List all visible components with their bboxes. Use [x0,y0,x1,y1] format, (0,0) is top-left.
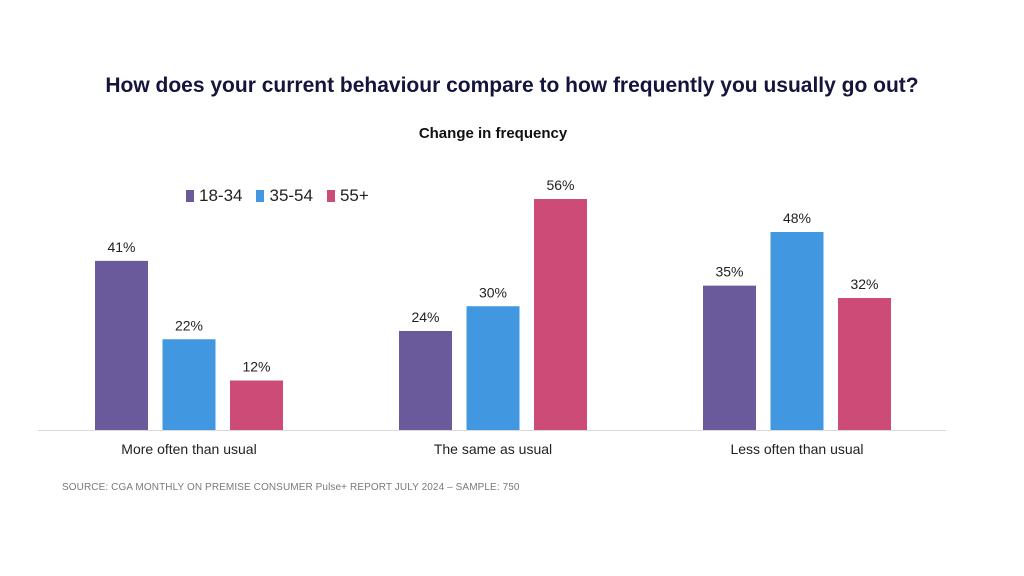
data-label-1-18-34: 41% [107,239,135,255]
legend-swatch-55plus [326,190,335,202]
data-label-2-55plus: 56% [546,177,574,193]
x-tick-label-3: Less often than usual [730,441,863,457]
data-label-2-35-54: 30% [479,284,507,300]
legend-item-55plus: 55+ [326,186,369,206]
data-label-3-35-54: 48% [783,210,811,226]
legend-swatch-35-54 [256,190,265,202]
bar-3-55plus [838,298,891,430]
bar-2-18-34 [399,331,452,430]
chart-title: How does your current behaviour compare … [105,74,919,97]
legend-item-35-54: 35-54 [256,186,313,206]
legend-label-18-34: 18-34 [199,186,243,205]
bar-1-35-54 [162,339,216,430]
legend: 18-34 35-54 55+ [186,186,369,206]
bar-2-55plus [534,199,587,430]
chart-subtitle: Change in frequency [418,125,568,142]
x-tick-label-2: The same as usual [434,441,552,457]
bar-3-18-34 [703,285,756,430]
data-label-3-18-34: 35% [715,264,743,280]
bar-3-35-54 [770,232,824,430]
bar-1-55plus [230,380,283,430]
legend-label-35-54: 35-54 [269,186,313,205]
data-label-1-35-54: 22% [175,317,203,333]
data-label-2-18-34: 24% [411,309,439,325]
source-note: SOURCE: CGA MONTHLY ON PREMISE CONSUMER … [62,482,520,493]
legend-swatch-18-34 [186,190,194,202]
legend-label-55plus: 55+ [339,186,369,205]
bar-2-35-54 [466,306,520,430]
data-label-1-55plus: 12% [242,359,270,375]
x-tick-label-1: More often than usual [121,441,256,457]
bar-1-18-34 [95,260,148,430]
legend-item-18-34: 18-34 [186,186,242,206]
data-label-3-55plus: 32% [850,276,878,292]
